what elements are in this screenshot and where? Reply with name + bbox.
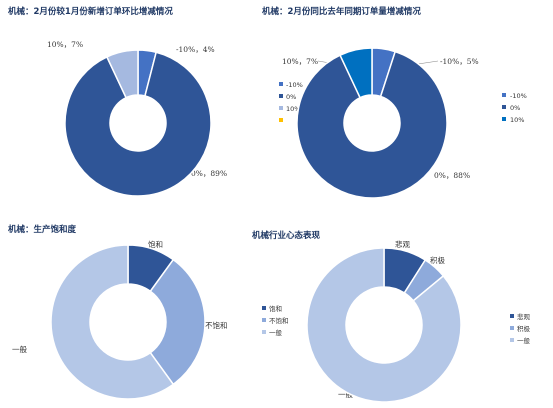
chart1-slice-2: [105, 49, 139, 99]
legend-swatch: [502, 117, 506, 121]
chart2-label-0: 0%，88%: [434, 171, 470, 180]
legend-swatch: [510, 338, 514, 342]
chart2-slice-1: [296, 50, 448, 199]
chart1-label-0: 0%，89%: [191, 169, 227, 178]
chart3-label-saturated: 饱和: [148, 239, 163, 249]
chart4-slice-2: [306, 247, 462, 403]
chart1-title: 机械：2月份较1月份新增订单环比增减情况: [8, 6, 173, 17]
legend-swatch: [262, 330, 266, 334]
chart2-label-10: 10%，7%: [282, 57, 318, 66]
chart2-title: 机械：2月份同比去年同期订单量增减情况: [262, 6, 421, 17]
chart2-slice-2: [339, 47, 373, 99]
legend-swatch: [502, 93, 506, 97]
legend-label: -10%: [286, 81, 303, 89]
legend-swatch: [502, 105, 506, 109]
legend-swatch: [510, 326, 514, 330]
chart1-slice-1: [64, 51, 212, 197]
chart4-legend: 悲观 积极 一般: [510, 312, 531, 345]
chart4-title: 机械行业心态表现: [252, 230, 321, 241]
legend-swatch: [262, 318, 266, 322]
donut-slices: [50, 47, 462, 403]
legend-label: 一般: [517, 336, 531, 345]
legend-label: 一般: [269, 328, 283, 337]
chart3-slice-2: [50, 244, 175, 400]
chart2-label-neg10: -10%，5%: [440, 57, 479, 66]
legend-label: 0%: [286, 93, 296, 101]
legend-label: 饱和: [269, 304, 282, 313]
chart1-label-neg10: -10%，4%: [176, 45, 215, 54]
legend-label: -10%: [510, 92, 527, 100]
chart3-legend: 饱和 不饱和 一般: [262, 304, 289, 337]
chart4-label-pessimistic: 悲观: [395, 239, 410, 249]
legend-label: 10%: [510, 116, 524, 124]
chart2-legend-right: -10% 0% 10%: [502, 92, 527, 124]
chart4-label-normal: 一般: [338, 389, 353, 399]
legend-swatch: [279, 82, 283, 86]
legend-swatch: [279, 94, 283, 98]
chart3-label-normal: 一般: [12, 344, 27, 354]
legend-label: 悲观: [517, 312, 531, 321]
chart2-legend-left: -10% 0% 10%: [279, 81, 303, 122]
legend-swatch: [510, 314, 514, 318]
legend-label: 积极: [517, 324, 531, 333]
chart3-label-unsaturated: 不饱和: [205, 320, 228, 330]
legend-label: 0%: [510, 104, 520, 112]
legend-swatch: [279, 118, 283, 122]
chart4-label-positive: 积极: [430, 255, 445, 265]
legend-swatch: [279, 106, 283, 110]
chart1-label-10: 10%，7%: [47, 40, 83, 49]
legend-label: 10%: [286, 105, 300, 113]
legend-label: 不饱和: [269, 316, 289, 325]
chart3-slice-1: [149, 258, 206, 386]
legend-swatch: [262, 306, 266, 310]
chart3-title: 机械：生产饱和度: [8, 224, 77, 235]
